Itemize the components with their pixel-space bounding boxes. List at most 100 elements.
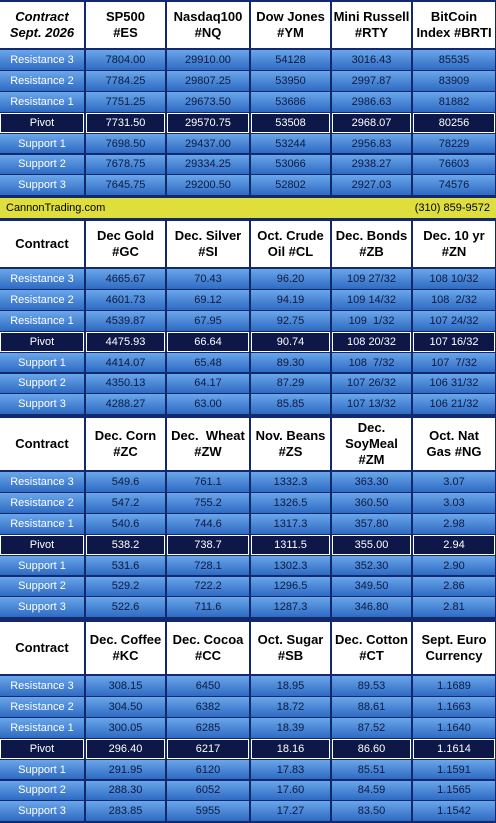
cell-text: Resistance 1 [10, 517, 74, 530]
cell-text: 106 21/32 [429, 398, 479, 411]
level-value: 1.1689 [413, 676, 495, 696]
cell-text: 53508 [275, 116, 306, 129]
cell-text: 17.83 [276, 763, 305, 776]
cell-text: 1.1542 [437, 805, 471, 818]
cell-text: 5955 [195, 805, 221, 818]
level-value: 85.85 [251, 394, 330, 415]
cell-text: 288.30 [108, 784, 143, 797]
cell-text: 53950 [275, 74, 306, 87]
cell-text: 1287.3 [273, 601, 308, 614]
cell-text: 108 10/32 [429, 272, 479, 285]
cell-text: 92.75 [276, 314, 305, 327]
banner: CannonTrading.com (310) 859-9572 [0, 198, 496, 218]
cell-text: 2.86 [443, 580, 465, 593]
row-label: Resistance 2 [0, 70, 84, 91]
cell-text: 1311.5 [274, 538, 307, 551]
level-value: 7645.75 [86, 175, 165, 196]
cell-text: 4475.93 [105, 335, 146, 348]
cell-text: 1.1689 [437, 679, 471, 692]
cell-text: 304.50 [108, 700, 143, 713]
level-value: 108 7/32 [332, 352, 411, 373]
row-label: Pivot [0, 534, 84, 555]
cell-text: Resistance 1 [10, 314, 74, 327]
level-value: 18.72 [251, 696, 330, 717]
cell-text: 296.40 [108, 742, 143, 755]
cell-text: 4665.67 [105, 272, 146, 285]
header-cell: Dec. Silver #SI [167, 221, 249, 267]
cell-text: 755.2 [194, 496, 222, 509]
header-text: Contract [15, 236, 69, 251]
cell-text: Support 3 [18, 179, 66, 192]
row-label: Support 1 [0, 352, 84, 373]
cell-text: 29807.25 [185, 74, 231, 87]
level-value: 1.1542 [413, 801, 495, 822]
row-label: Support 1 [0, 555, 84, 576]
level-value: 109 1/32 [332, 310, 411, 331]
cell-text: 87.52 [357, 721, 386, 734]
level-value: 1287.3 [251, 597, 330, 618]
cell-text: Resistance 2 [10, 496, 74, 509]
level-value: 547.2 [86, 492, 165, 513]
level-value: 52802 [251, 175, 330, 196]
cell-text: 70.43 [194, 272, 222, 285]
cell-text: 54128 [275, 53, 306, 66]
cell-text: 538.2 [111, 538, 140, 551]
level-value: 7698.50 [86, 133, 165, 154]
level-value: 1332.3 [251, 472, 330, 492]
header-text: Dec. Cotton [335, 632, 408, 647]
level-value: 357.80 [332, 513, 411, 534]
row-label: Resistance 2 [0, 289, 84, 310]
cell-text: 4414.07 [105, 356, 146, 369]
row-label: Resistance 3 [0, 50, 84, 70]
cell-text: 283.85 [108, 805, 143, 818]
cell-text: 1326.5 [273, 496, 308, 509]
header-cell: Sept. Euro Currency [413, 622, 495, 674]
header-cell: Oct. Sugar #SB [251, 622, 330, 674]
level-value: 109 14/32 [332, 289, 411, 310]
cell-text: 96.20 [276, 272, 305, 285]
level-value: 755.2 [167, 492, 249, 513]
header-cell: Nasdaq100 #NQ [167, 2, 249, 48]
cell-text: Pivot [29, 538, 55, 551]
level-value: 53066 [251, 154, 330, 175]
level-value: 70.43 [167, 269, 249, 289]
cell-text: 6382 [195, 700, 221, 713]
header-cell: Dow Jones #YM [251, 2, 330, 48]
cell-text: Support 2 [18, 377, 66, 390]
level-value: 4665.67 [86, 269, 165, 289]
banner-phone: (310) 859-9572 [414, 202, 490, 214]
row-label: Resistance 1 [0, 91, 84, 112]
header-text: #ZS [278, 444, 303, 459]
level-value: 291.95 [86, 759, 165, 780]
cell-text: 18.95 [276, 679, 305, 692]
cell-text: 1.1565 [437, 784, 471, 797]
row-label: Pivot [0, 331, 84, 352]
cell-text: Resistance 3 [10, 475, 74, 488]
cell-text: 2.94 [443, 538, 465, 551]
level-value: 107 24/32 [413, 310, 495, 331]
cell-text: 363.30 [354, 475, 389, 488]
level-value: 87.52 [332, 717, 411, 738]
header-text: SP500 [105, 9, 146, 24]
level-value: 2997.87 [332, 70, 411, 91]
row-label: Resistance 1 [0, 310, 84, 331]
level-value: 4288.27 [86, 394, 165, 415]
level-value: 53686 [251, 91, 330, 112]
cell-text: 357.80 [354, 517, 389, 530]
row-label: Resistance 2 [0, 492, 84, 513]
header-cell: Oct. Nat Gas #NG [413, 418, 495, 470]
cell-text: 2986.63 [351, 95, 392, 108]
level-value: 87.29 [251, 373, 330, 394]
cell-text: 6285 [195, 721, 221, 734]
level-value: 722.2 [167, 576, 249, 597]
header-text: Nasdaq100 [173, 9, 243, 24]
header-text: Dec. Coffee [89, 632, 162, 647]
header-cell: Contract [0, 622, 84, 674]
level-value: 4475.93 [86, 331, 165, 352]
header-text: Mini Russell [333, 9, 410, 24]
cell-text: 4601.73 [105, 293, 146, 306]
level-value: 94.19 [251, 289, 330, 310]
cell-text: Support 3 [18, 601, 66, 614]
level-value: 5955 [167, 801, 249, 822]
level-value: 540.6 [86, 513, 165, 534]
